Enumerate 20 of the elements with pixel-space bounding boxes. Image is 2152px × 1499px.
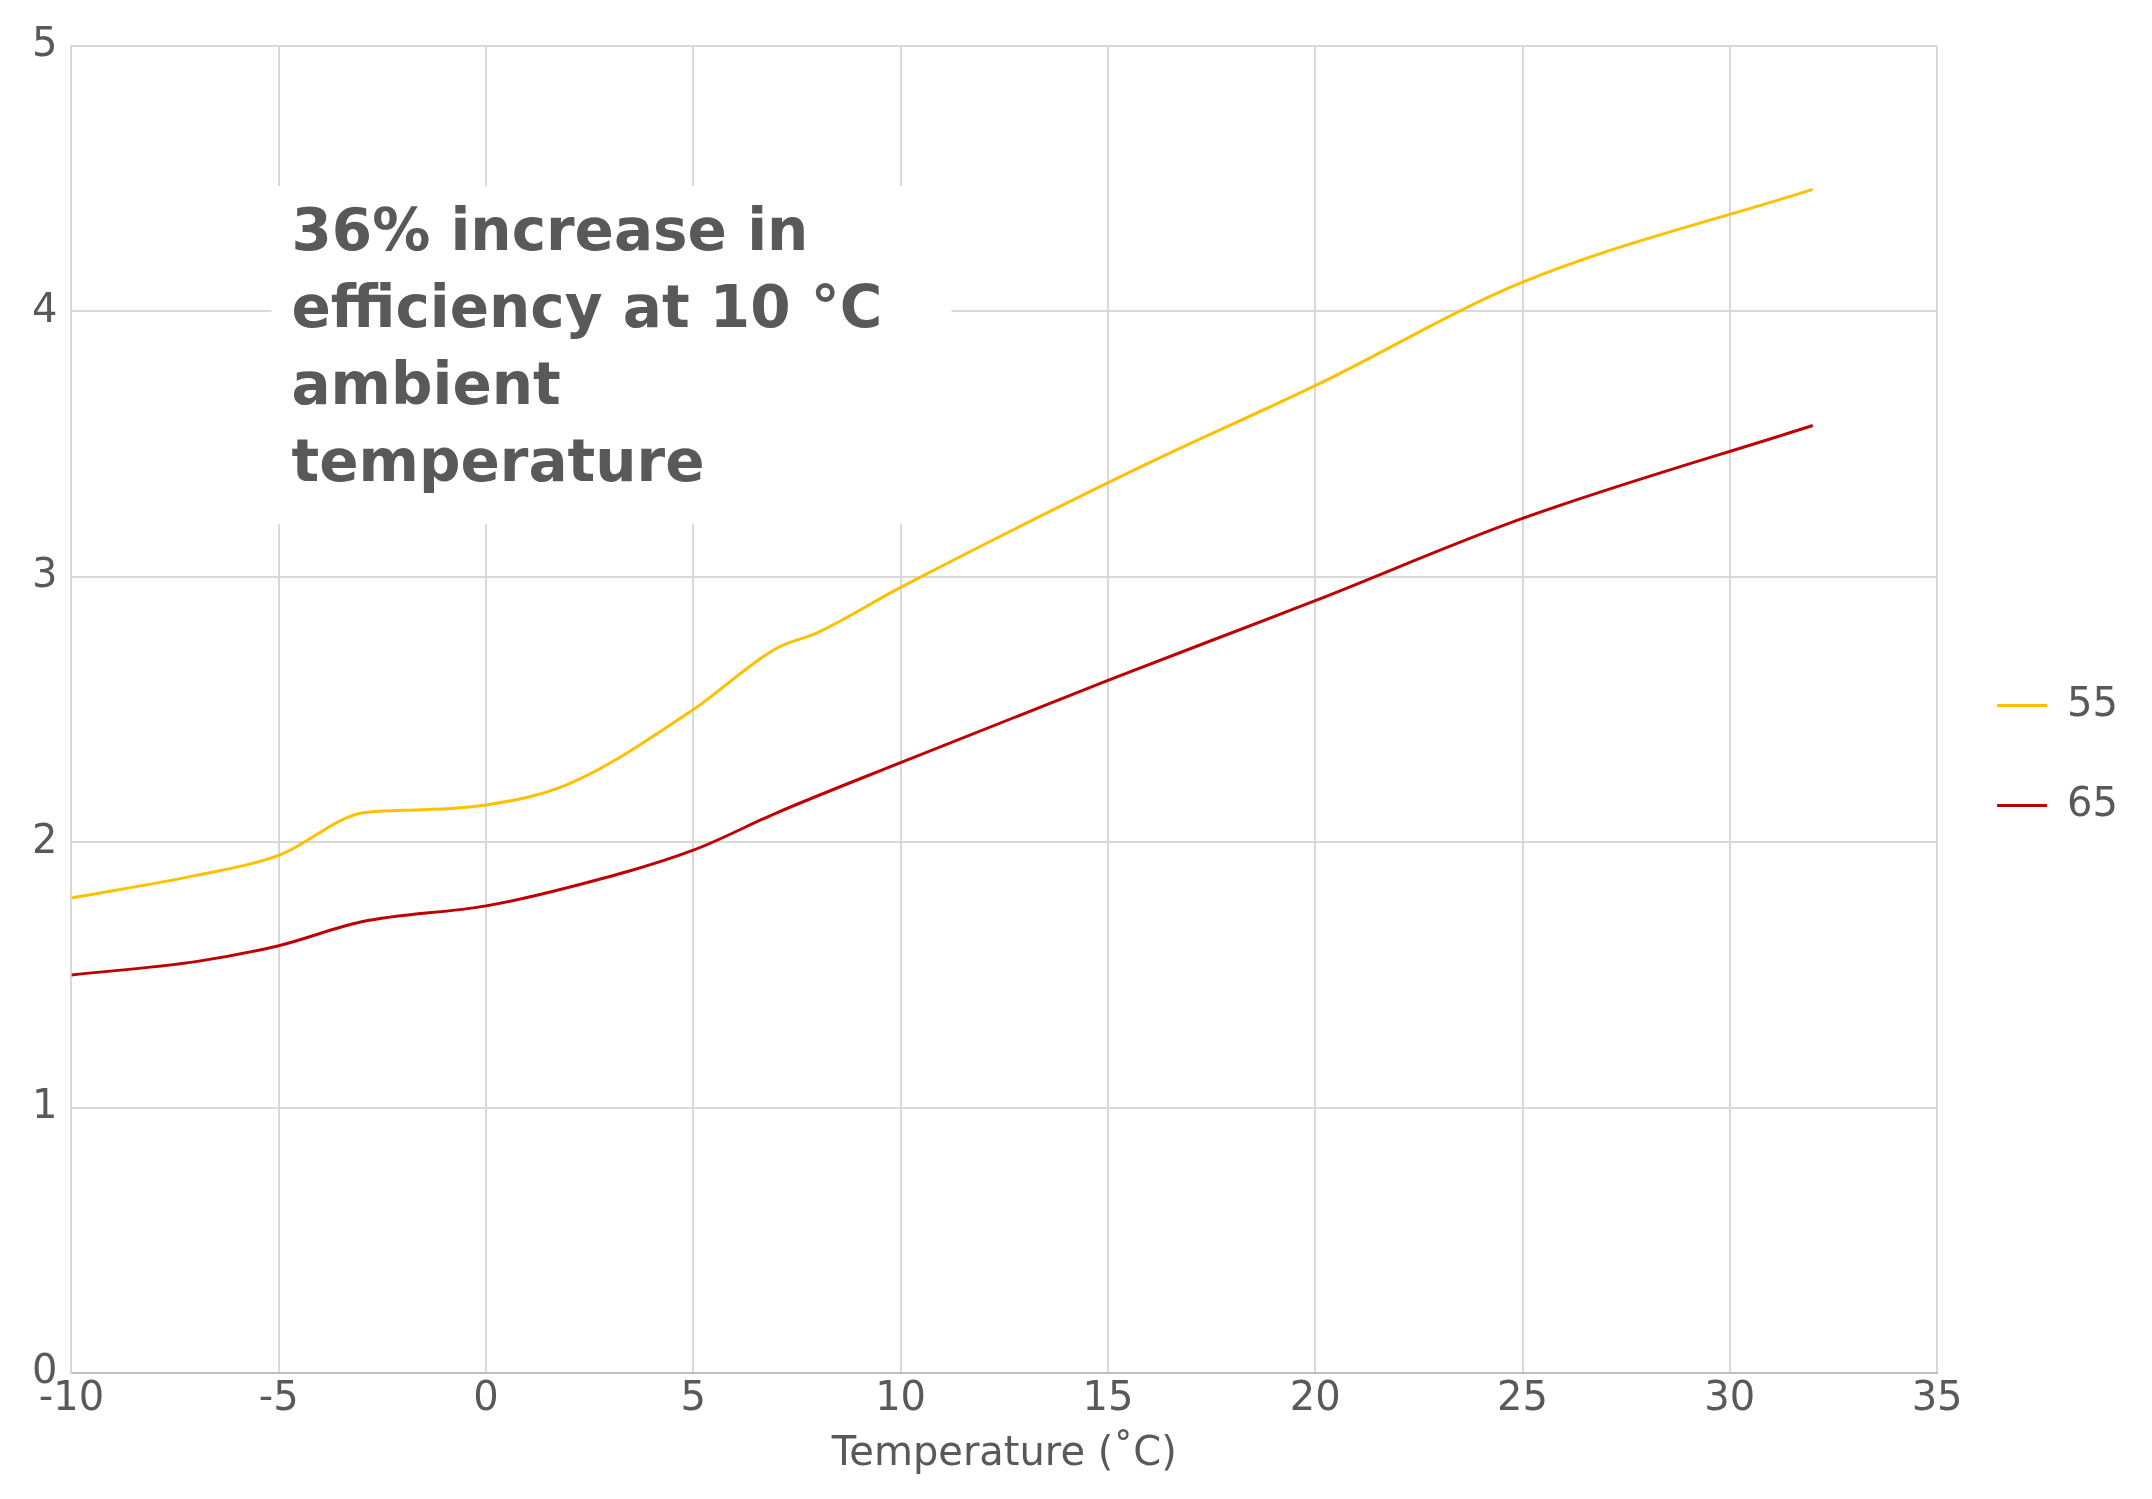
legend-label: 55: [2067, 678, 2119, 725]
x-tick-label: 10: [875, 1373, 927, 1420]
line-series: [71, 187, 1815, 900]
x-tick-label: 20: [1289, 1373, 1341, 1420]
y-tick-label: 1: [32, 1080, 58, 1127]
y-tick-label: 4: [32, 284, 58, 331]
y-tick-label: 5: [32, 19, 58, 66]
x-tick-label: 5: [680, 1373, 707, 1420]
y-tick-label: 2: [32, 815, 58, 862]
x-tick-label: 15: [1082, 1373, 1134, 1420]
annotation: 36% increase in efficiency at 10 °C ambient temperature: [291, 196, 883, 496]
legend-label: 65: [2067, 778, 2119, 825]
x-tick-label: -5: [258, 1373, 299, 1420]
x-tick-label: 30: [1704, 1373, 1756, 1420]
x-axis-title: Temperature (˚C): [830, 1428, 1177, 1475]
y-tick-label: 3: [32, 550, 58, 597]
x-tick-label: 0: [473, 1373, 499, 1420]
x-tick-label: 25: [1497, 1373, 1548, 1420]
x-tick-label: 35: [1911, 1373, 1963, 1420]
line-series: [71, 424, 1815, 977]
